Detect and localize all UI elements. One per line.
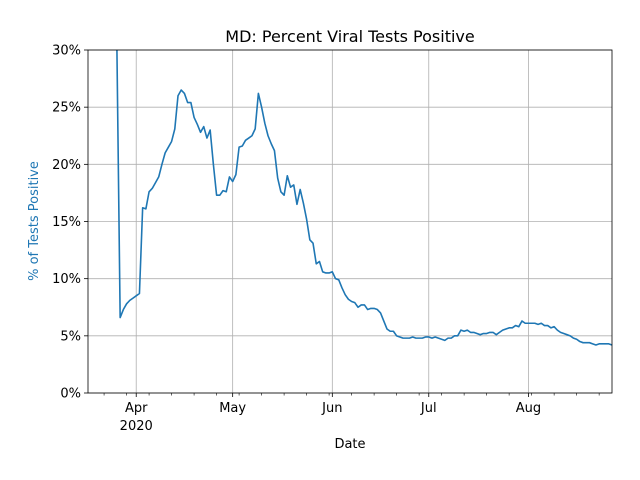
chart-title: MD: Percent Viral Tests Positive: [225, 27, 474, 46]
plot-area: [116, 49, 613, 346]
x-tick-label: Aug: [516, 401, 541, 416]
x-tick-year-label: 2020: [120, 419, 153, 434]
y-tick-label: 10%: [52, 272, 81, 287]
y-axis-title: % of Tests Positive: [27, 161, 42, 281]
y-tick-label: 0%: [60, 387, 81, 402]
x-tick-label: Jul: [420, 401, 437, 416]
y-tick-label: 15%: [52, 215, 81, 230]
series-line: [116, 49, 613, 346]
axes-ticks: 0% 5% 10% 15% 20% 25% 30% Apr 2020 May Jun Jul Aug: [52, 44, 600, 434]
y-tick-label: 30%: [52, 44, 81, 59]
y-tick-label: 20%: [52, 158, 81, 173]
x-axis-title: Date: [334, 437, 365, 452]
x-tick-label: Jun: [321, 401, 342, 416]
y-tick-label: 5%: [60, 329, 81, 344]
x-tick-label: Apr: [125, 401, 148, 416]
y-tick-label: 25%: [52, 101, 81, 116]
x-tick-label: May: [219, 401, 246, 416]
